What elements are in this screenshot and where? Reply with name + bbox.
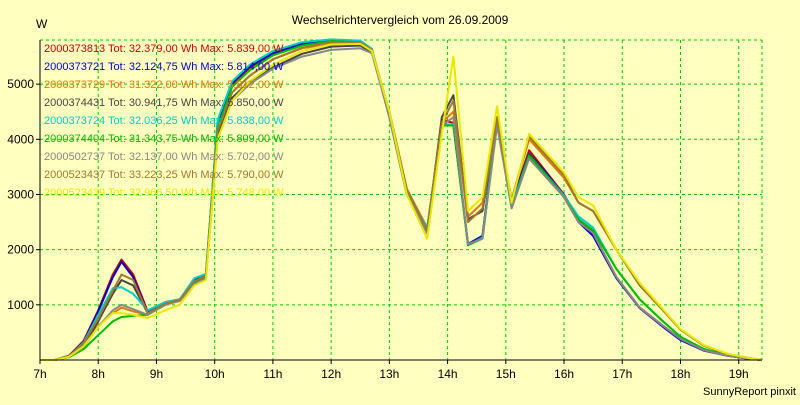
x-tick-label: 19h: [729, 367, 749, 381]
legend-item-2000373724: 2000373724 Tot: 32.036,25 Wh Max: 5.838,…: [44, 115, 284, 127]
y-tick-label: 1000: [7, 298, 34, 312]
footer-credit: SunnyReport pinxit: [703, 386, 796, 398]
x-tick-label: 15h: [496, 367, 516, 381]
x-tick-label: 16h: [554, 367, 574, 381]
y-tick-label: 3000: [7, 187, 34, 201]
x-tick-label: 11h: [263, 367, 282, 381]
x-tick-label: 14h: [438, 367, 458, 381]
legend: 2000373813 Tot: 32.379,00 Wh Max: 5.839,…: [44, 43, 284, 199]
x-tick-label: 17h: [612, 367, 632, 381]
y-tick-label: 2000: [7, 243, 34, 257]
axes: 7h 8h 9h 10h 11h 12h 13h 14h 15h 16h 17h 18h 19h 1000…: [7, 40, 762, 381]
y-axis-unit-label: W: [36, 17, 48, 31]
legend-item-2000373729: 2000373729 Tot: 31.322,00 Wh Max: 5.812,…: [44, 79, 284, 91]
y-tick-label: 4000: [7, 132, 34, 146]
legend-item-2000373721: 2000373721 Tot: 32.124,75 Wh Max: 5.814,…: [44, 61, 284, 73]
legend-item-2000373813: 2000373813 Tot: 32.379,00 Wh Max: 5.839,…: [44, 43, 284, 55]
x-tick-label: 9h: [150, 367, 163, 381]
y-tick-label: 5000: [7, 77, 34, 91]
x-tick-label: 10h: [205, 367, 225, 381]
x-tick-label: 7h: [33, 367, 46, 381]
legend-item-2000523439: 2000523439 Tot: 32.966,50 Wh Max: 5.748,…: [44, 187, 284, 199]
x-tick-label: 8h: [92, 367, 105, 381]
series-line-2000502737: [40, 47, 763, 361]
legend-item-2000502737: 2000502737 Tot: 32.137,00 Wh Max: 5.702,…: [44, 151, 284, 163]
legend-item-2000523437: 2000523437 Tot: 33.223,25 Wh Max: 5.790,…: [44, 169, 284, 181]
series-lines: [40, 38, 763, 361]
series-line-2000523439: [40, 42, 763, 361]
chart-title: Wechselrichtervergleich vom 26.09.2009: [292, 13, 509, 27]
x-tick-label: 13h: [379, 367, 399, 381]
legend-item-2000374404: 2000374404 Tot: 31.343,75 Wh Max: 5.809,…: [44, 133, 284, 145]
x-tick-label: 12h: [321, 367, 341, 381]
legend-item-2000374431: 2000374431 Tot: 30.941,75 Wh Max: 5.850,…: [44, 97, 284, 109]
x-tick-label: 18h: [670, 367, 690, 381]
grid: [40, 39, 763, 360]
